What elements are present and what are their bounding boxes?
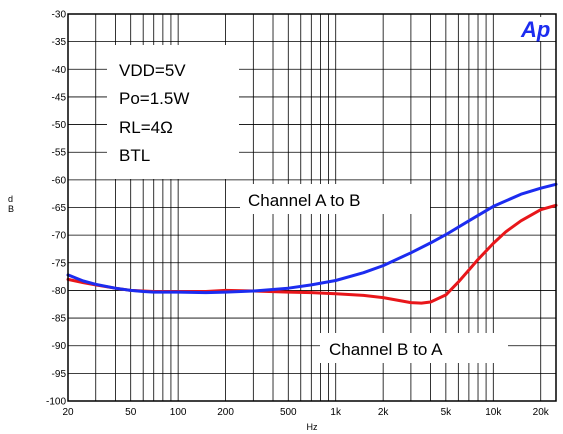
y-tick-label: -70 [52,231,67,242]
curves [66,182,558,305]
ap-logo: Ap [520,17,550,42]
x-tick-label: 2k [378,407,390,418]
logo-bg [519,17,554,41]
label-bg-b-to-a [320,333,508,363]
x-tick-label: 10k [485,407,502,418]
x-tick-label: 1k [330,407,342,418]
x-tick-label: 20 [62,407,74,418]
x-tick-label: 20k [533,407,550,418]
y-axis-label-line-1: d [8,194,13,204]
y-tick-label: -80 [52,286,67,297]
x-tick-label: 500 [280,407,297,418]
y-tick-label: -45 [52,92,67,103]
y-tick-label: -85 [52,314,67,325]
label-bg-a-to-b [240,184,430,214]
plot-frame [67,13,557,402]
y-tick-label: -65 [52,203,67,214]
y-tick-label: -90 [52,341,67,352]
y-axis-label-line-2: B [8,204,14,214]
y-tick-label: -55 [52,148,67,159]
x-tick-label: 5k [441,407,453,418]
condition-po: Po=1.5W [119,89,189,108]
condition-mode: BTL [119,146,150,165]
y-tick-labels: -30 -35 -40 -45 -50 -55 -60 -65 -70 -75 -80 -85 -90 -… [46,10,66,408]
y-tick-label: -30 [52,10,67,21]
series-label-b-to-a: Channel B to A [329,340,443,359]
condition-vdd: VDD=5V [119,61,186,80]
series-line-a-to-b [66,182,558,295]
y-tick-label: -95 [52,369,67,380]
y-tick-label: -35 [52,37,67,48]
condition-rl: RL=4Ω [119,118,173,137]
x-axis-label: Hz [307,422,318,432]
x-tick-labels: 20 50 100 200 500 1k 2k 5k 10k 20k [62,407,549,418]
x-tick-label: 100 [170,407,187,418]
y-tick-label: -40 [52,65,67,76]
y-tick-label: -100 [46,397,66,408]
x-tick-label: 50 [125,407,137,418]
y-tick-label: -60 [52,175,67,186]
y-tick-label: -75 [52,258,67,269]
y-tick-label: -50 [52,120,67,131]
conditions-box [107,45,239,179]
series-label-a-to-b: Channel A to B [248,191,360,210]
x-tick-label: 200 [217,407,234,418]
